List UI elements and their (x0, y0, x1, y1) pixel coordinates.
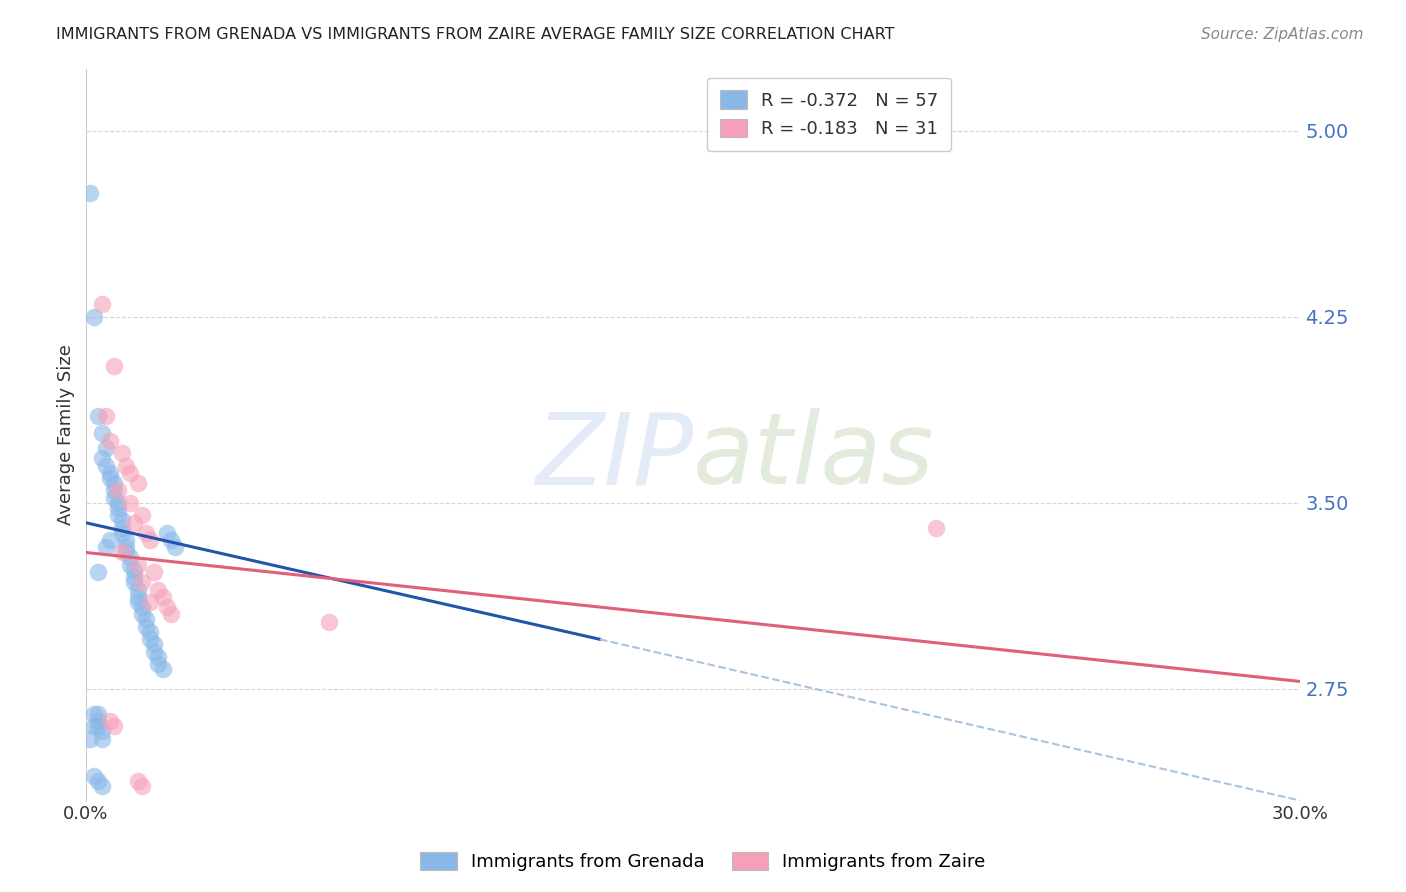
Point (479, 823, 502, 838)
Point (143, 645, 166, 659)
Point (115, 545, 138, 559)
Point (122, 563, 145, 577)
Point (148, 649, 170, 664)
Legend: R = -0.372   N = 57, R = -0.183   N = 31: R = -0.372 N = 57, R = -0.183 N = 31 (707, 78, 952, 151)
Point (94, 458, 117, 473)
Point (318, 615, 340, 629)
Point (155, 600, 177, 615)
Point (398, 818, 420, 832)
Point (107, 508, 129, 523)
Point (103, 719, 125, 733)
Point (83, 706, 105, 721)
Point (107, 496, 129, 510)
Point (127, 558, 149, 572)
Text: ZIP: ZIP (534, 408, 693, 505)
Point (135, 612, 157, 626)
Point (131, 600, 153, 615)
Point (131, 508, 153, 523)
Point (139, 595, 162, 609)
Point (103, 359, 125, 374)
Point (139, 533, 162, 547)
Point (98, 434, 121, 448)
Point (131, 779, 153, 793)
Point (107, 500, 129, 515)
Point (98, 466, 121, 480)
Point (120, 558, 142, 572)
Point (90, 451, 112, 466)
Point (107, 483, 129, 498)
Text: IMMIGRANTS FROM GRENADA VS IMMIGRANTS FROM ZAIRE AVERAGE FAMILY SIZE CORRELATION: IMMIGRANTS FROM GRENADA VS IMMIGRANTS FR… (56, 27, 894, 42)
Text: atlas: atlas (693, 408, 935, 505)
Point (98, 533, 121, 547)
Point (122, 575, 145, 590)
Point (135, 525, 157, 540)
Point (103, 483, 125, 498)
Point (87, 706, 110, 721)
Point (90, 779, 112, 793)
Point (127, 595, 149, 609)
Point (90, 297, 112, 311)
Point (94, 541, 117, 555)
Point (155, 525, 177, 540)
Point (115, 541, 138, 555)
Point (90, 724, 112, 739)
Point (163, 541, 186, 555)
Point (87, 409, 110, 423)
Point (135, 620, 157, 634)
Point (111, 521, 134, 535)
Point (79, 731, 101, 746)
Point (148, 657, 170, 672)
Point (115, 533, 138, 547)
Point (122, 516, 145, 530)
Point (159, 533, 181, 547)
Text: Source: ZipAtlas.com: Source: ZipAtlas.com (1201, 27, 1364, 42)
Point (122, 570, 145, 584)
Point (127, 773, 149, 788)
Point (120, 550, 142, 565)
Point (925, 521, 948, 535)
Point (98, 714, 121, 729)
Legend: Immigrants from Grenada, Immigrants from Zaire: Immigrants from Grenada, Immigrants from… (413, 845, 993, 879)
Point (111, 525, 134, 540)
Point (90, 426, 112, 441)
Point (111, 513, 134, 527)
Point (127, 590, 149, 604)
Point (120, 466, 142, 480)
Point (83, 310, 105, 324)
Point (83, 769, 105, 783)
Point (131, 607, 153, 622)
Point (111, 446, 134, 460)
Point (139, 632, 162, 647)
Point (87, 566, 110, 580)
Point (143, 566, 166, 580)
Point (159, 607, 181, 622)
Point (103, 475, 125, 490)
Point (152, 590, 174, 604)
Point (148, 582, 170, 597)
Point (120, 496, 142, 510)
Point (143, 637, 166, 651)
Point (127, 475, 149, 490)
Point (152, 662, 174, 676)
Point (83, 719, 105, 733)
Point (90, 731, 112, 746)
Point (94, 409, 117, 423)
Point (127, 582, 149, 597)
Point (131, 575, 153, 590)
Point (79, 186, 101, 200)
Point (87, 714, 110, 729)
Point (98, 471, 121, 485)
Point (94, 441, 117, 455)
Point (139, 624, 162, 639)
Point (111, 545, 134, 559)
Point (87, 719, 110, 733)
Point (103, 491, 125, 505)
Point (115, 458, 138, 473)
Point (87, 773, 110, 788)
Y-axis label: Average Family Size: Average Family Size (58, 344, 75, 525)
